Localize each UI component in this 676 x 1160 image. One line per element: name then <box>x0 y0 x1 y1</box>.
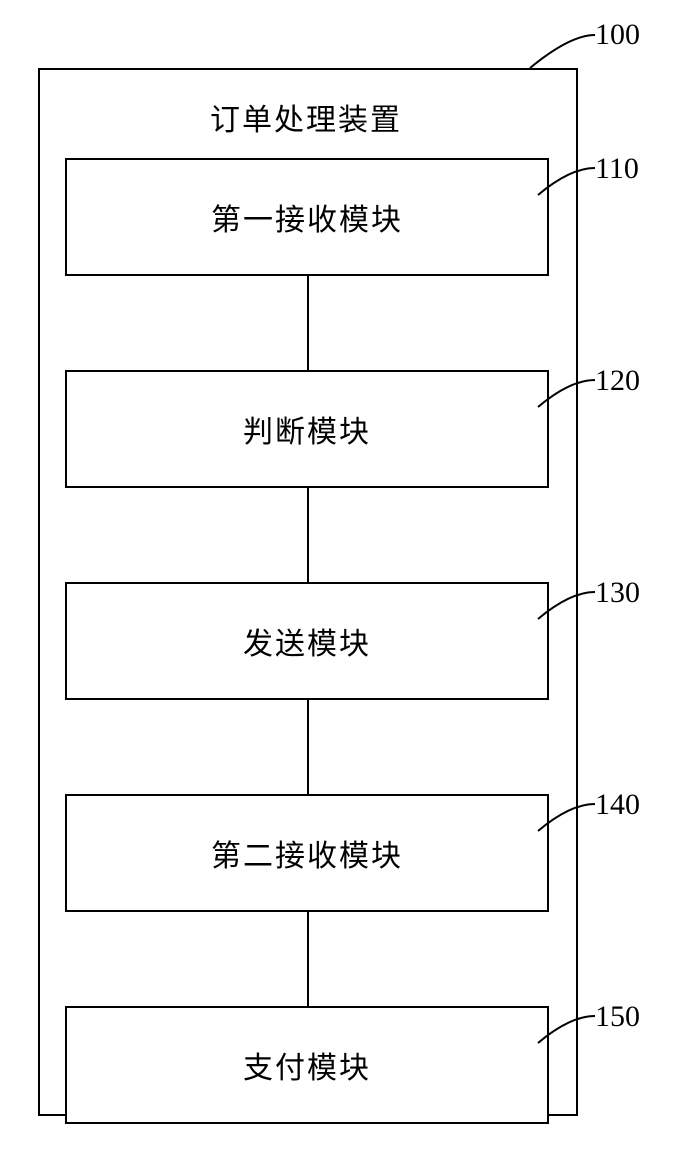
leader-curve <box>538 1016 595 1043</box>
ref-label-150: 150 <box>595 1000 640 1034</box>
leader-lines <box>0 0 676 1160</box>
leader-curve <box>538 380 595 407</box>
ref-label-130: 130 <box>595 576 640 610</box>
diagram-root: 订单处理装置 第一接收模块判断模块发送模块第二接收模块支付模块 10011012… <box>0 0 676 1160</box>
leader-curve <box>538 592 595 619</box>
leader-curve <box>538 804 595 831</box>
leader-curve <box>530 35 595 68</box>
ref-label-110: 110 <box>595 152 639 186</box>
ref-label-100: 100 <box>595 18 640 52</box>
ref-label-120: 120 <box>595 364 640 398</box>
ref-label-140: 140 <box>595 788 640 822</box>
leader-curve <box>538 168 595 195</box>
